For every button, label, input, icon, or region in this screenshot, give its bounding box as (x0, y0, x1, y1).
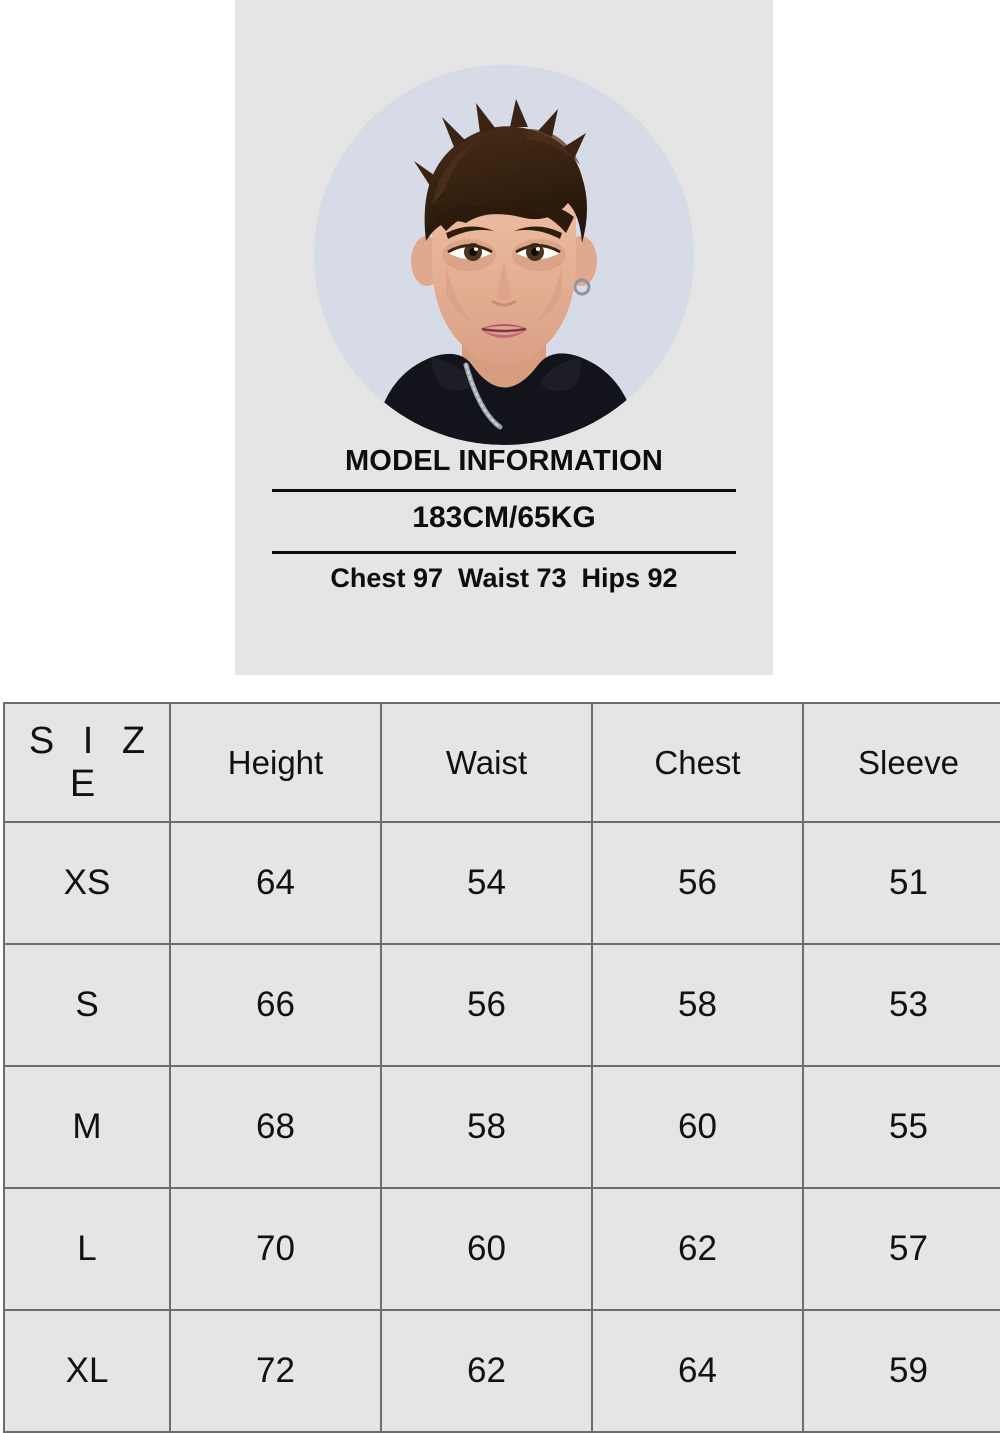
cell-chest: 60 (591, 1065, 804, 1189)
cell-chest: 64 (591, 1309, 804, 1433)
cell-height: 70 (169, 1187, 382, 1311)
table-row: XS 64 54 56 51 (3, 821, 1000, 945)
cell-sleeve: 57 (802, 1187, 1000, 1311)
model-portrait-photo (314, 65, 694, 445)
table-row: XL 72 62 64 59 (3, 1309, 1000, 1433)
table-row: M 68 58 60 55 (3, 1065, 1000, 1189)
cell-height: 66 (169, 943, 382, 1067)
size-table-body: XS 64 54 56 51 S 66 56 58 53 M 68 58 60 … (3, 821, 1000, 1433)
model-measurements: Chest 97 Waist 73 Hips 92 (330, 563, 678, 593)
model-height-weight: 183CM/65KG (412, 501, 596, 534)
table-header-row: S I Z E Height Waist Chest Sleeve (3, 702, 1000, 823)
column-header-size: S I Z E (3, 702, 171, 823)
cell-chest: 56 (591, 821, 804, 945)
cell-sleeve: 53 (802, 943, 1000, 1067)
cell-chest: 58 (591, 943, 804, 1067)
cell-height: 64 (169, 821, 382, 945)
column-header-height: Height (169, 702, 382, 823)
column-header-sleeve: Sleeve (802, 702, 1000, 823)
cell-waist: 58 (380, 1065, 593, 1189)
cell-height: 72 (169, 1309, 382, 1433)
size-table-header: S I Z E Height Waist Chest Sleeve (3, 702, 1000, 823)
table-row: S 66 56 58 53 (3, 943, 1000, 1067)
cell-sleeve: 51 (802, 821, 1000, 945)
cell-size: XL (3, 1309, 171, 1433)
cell-waist: 62 (380, 1309, 593, 1433)
column-header-chest: Chest (591, 702, 804, 823)
cell-waist: 54 (380, 821, 593, 945)
cell-height: 68 (169, 1065, 382, 1189)
column-header-waist: Waist (380, 702, 593, 823)
table-row: L 70 60 62 57 (3, 1187, 1000, 1311)
model-information-title: MODEL INFORMATION (344, 445, 664, 477)
divider-rule-top (272, 489, 736, 492)
cell-chest: 62 (591, 1187, 804, 1311)
model-information-card: MODEL INFORMATION 183CM/65KG Chest 97 Wa… (235, 0, 773, 675)
divider-rule-bottom (272, 551, 736, 554)
cell-size: M (3, 1065, 171, 1189)
cell-waist: 56 (380, 943, 593, 1067)
cell-sleeve: 59 (802, 1309, 1000, 1433)
size-chart-table: S I Z E Height Waist Chest Sleeve XS 64 … (3, 702, 1000, 1433)
cell-size: S (3, 943, 171, 1067)
cell-size: L (3, 1187, 171, 1311)
cell-size: XS (3, 821, 171, 945)
model-portrait-illustration (314, 65, 694, 445)
cell-sleeve: 55 (802, 1065, 1000, 1189)
cell-waist: 60 (380, 1187, 593, 1311)
